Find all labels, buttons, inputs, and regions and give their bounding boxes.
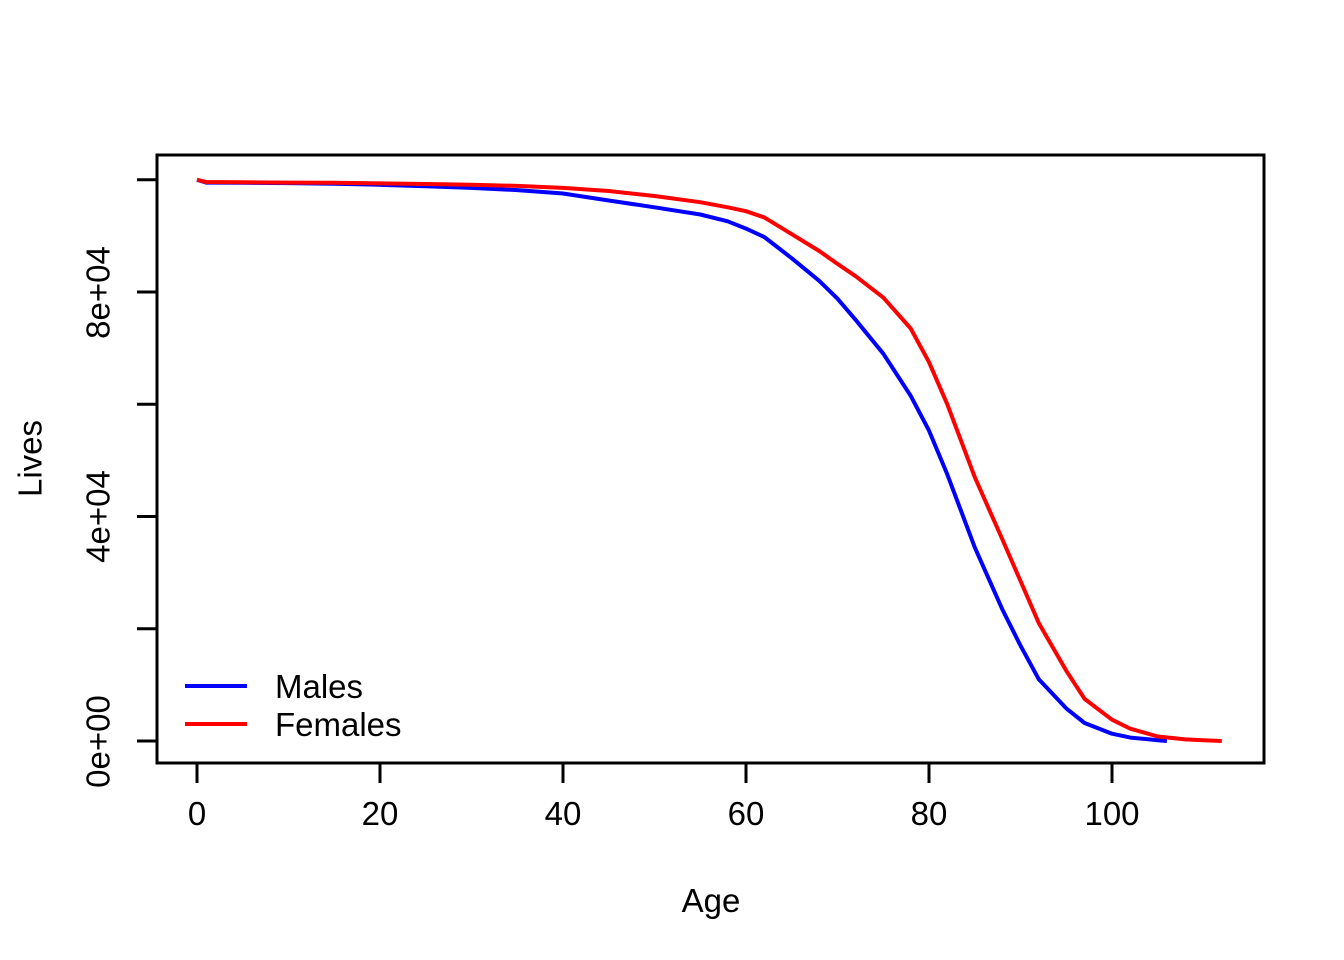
y-axis-title: Lives [11,419,49,498]
plot-box [155,153,1266,765]
x-tick-label: 20 [361,795,399,832]
legend-label-females: Females [275,706,402,743]
x-tick-label: 40 [544,795,582,832]
x-axis-title: Age [681,882,741,919]
y-tick-label: 8e+04 [79,245,117,339]
males-line [196,177,1168,743]
females-line [196,177,1222,743]
x-tick-label: 0 [187,795,207,832]
y-tick-label: 4e+04 [79,470,117,563]
x-tick-label: 80 [910,795,948,832]
y-tick-label: 0e+00 [79,694,117,788]
x-tick-label: 100 [1084,795,1140,832]
x-tick-label: 60 [727,795,765,832]
legend-label-males: Males [275,668,364,705]
